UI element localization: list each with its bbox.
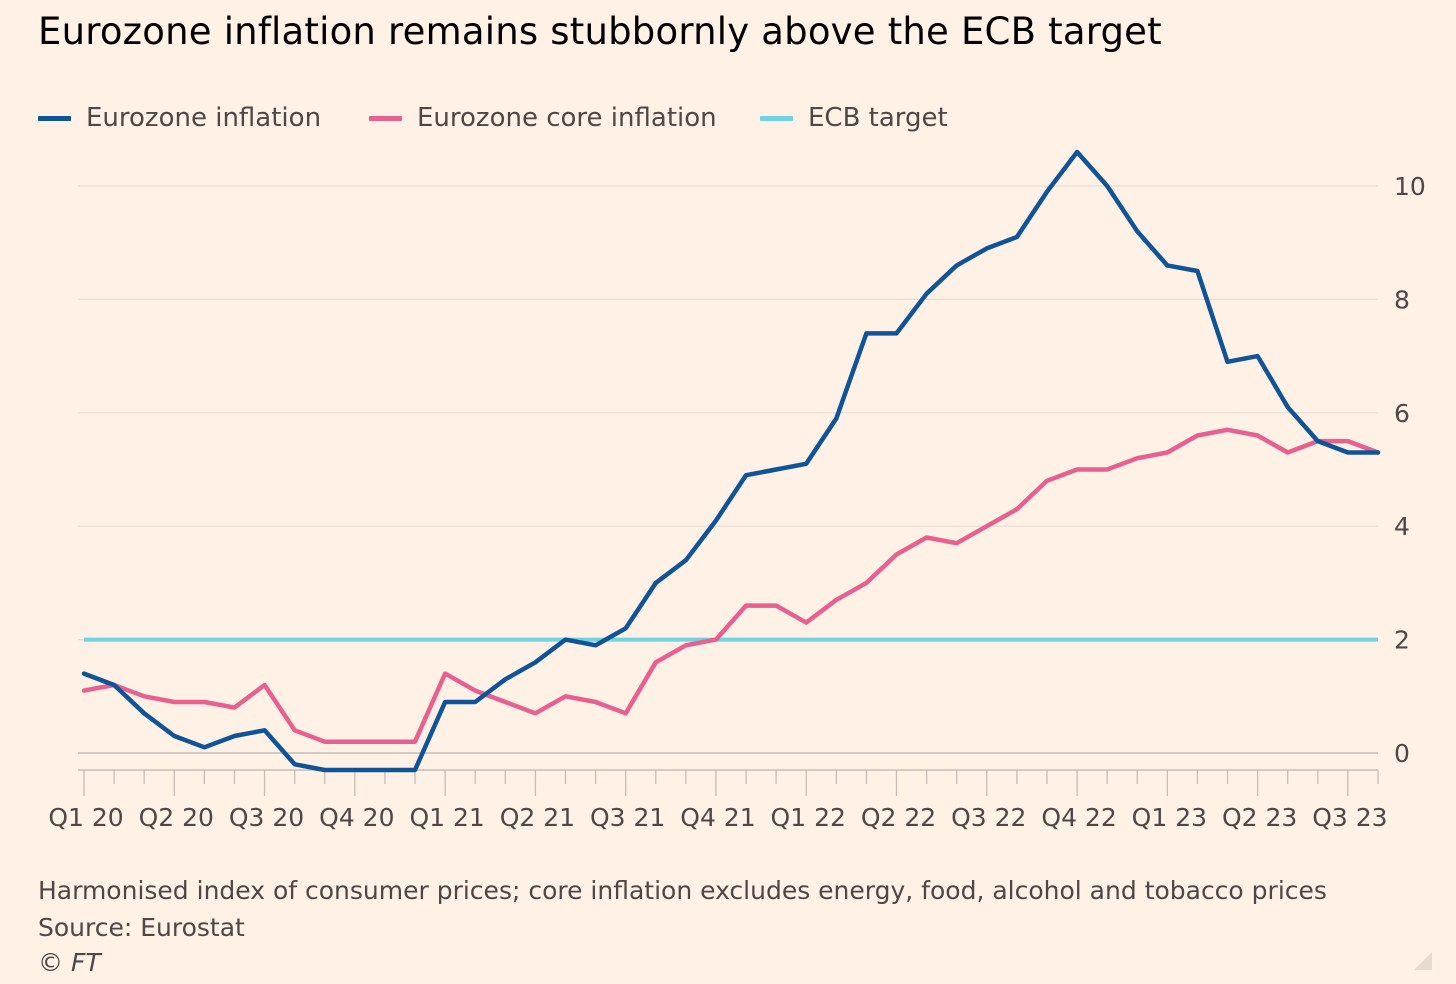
chart-source: Source: Eurostat (38, 913, 245, 942)
series-line-eurozone-core-inflation (81, 427, 1381, 744)
x-tick-label-14: Q3 23 (1312, 803, 1387, 832)
legend-swatch-ecb-target (760, 116, 793, 121)
x-tick-label-5: Q2 21 (500, 803, 575, 832)
y-tick-label-2: 2 (1394, 626, 1410, 655)
x-tick-label-4: Q1 21 (409, 803, 484, 832)
chart-footnote: Harmonised index of consumer prices; cor… (38, 876, 1327, 905)
x-tick-label-7: Q4 21 (680, 803, 755, 832)
chart-title: Eurozone inflation remains stubbornly ab… (38, 10, 1162, 53)
y-tick-label-4: 4 (1394, 512, 1410, 541)
x-tick-label-12: Q1 23 (1132, 803, 1207, 832)
x-tick-label-11: Q4 22 (1041, 803, 1116, 832)
y-tick-label-10: 10 (1394, 172, 1426, 201)
legend-label-eurozone-core-inflation: Eurozone core inflation (417, 103, 717, 133)
x-tick-label-3: Q4 20 (319, 803, 394, 832)
x-tick-label-0: Q1 20 (48, 803, 123, 832)
y-tick-label-0: 0 (1394, 739, 1410, 768)
x-tick-label-10: Q3 22 (951, 803, 1026, 832)
x-tick-label-1: Q2 20 (139, 803, 214, 832)
resize-corner-icon (1414, 952, 1432, 970)
legend-label-ecb-target: ECB target (808, 103, 948, 133)
x-tick-label-9: Q2 22 (861, 803, 936, 832)
legend-label-eurozone-inflation: Eurozone inflation (86, 103, 322, 133)
copyright-notice: © FT (38, 948, 101, 977)
y-tick-label-6: 6 (1394, 399, 1410, 428)
legend-swatch-eurozone-inflation (38, 116, 71, 121)
x-tick-label-8: Q1 22 (771, 803, 846, 832)
x-tick-label-13: Q2 23 (1222, 803, 1297, 832)
x-tick-label-6: Q3 21 (590, 803, 665, 832)
x-tick-label-2: Q3 20 (229, 803, 304, 832)
legend-swatch-eurozone-core-inflation (369, 116, 402, 121)
series-line-eurozone-inflation (81, 149, 1381, 773)
y-tick-label-8: 8 (1394, 285, 1410, 314)
line-chart: 0 2 4 6 8 10 Q1 20 Q2 20 Q3 20 Q4 20 Q1 21 Q2 21 Q3 … (48, 149, 1426, 832)
